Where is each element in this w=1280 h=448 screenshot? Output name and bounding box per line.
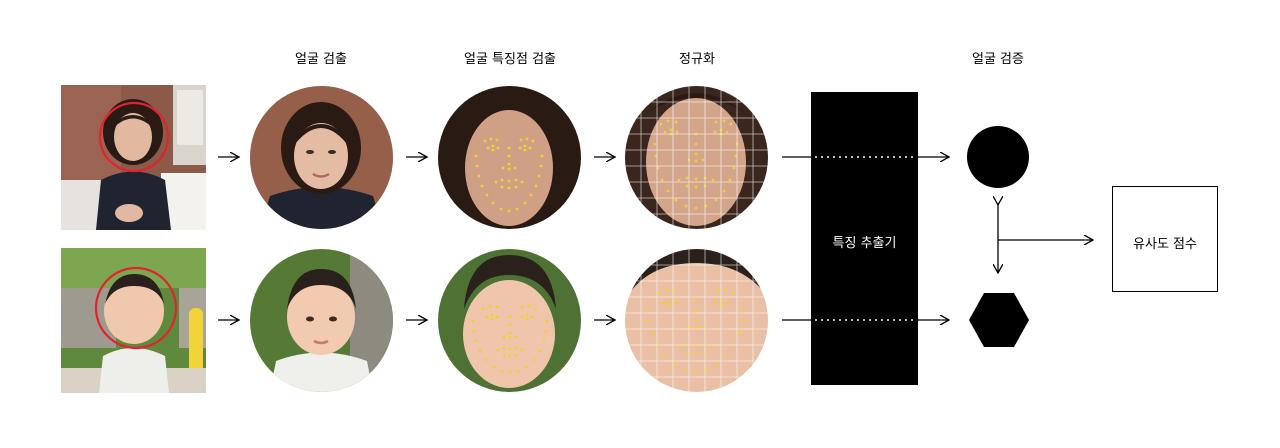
heading-normalization: 정규화	[679, 52, 715, 67]
detection-circle	[94, 266, 178, 350]
landmark-face-boy	[438, 249, 581, 392]
input-photo-boy	[61, 248, 206, 393]
input-photo-woman	[61, 85, 206, 230]
feature-extractor-block: 특징 추출기	[811, 92, 918, 385]
landmark-face-woman	[438, 86, 581, 229]
detected-face-woman	[250, 86, 393, 229]
similarity-score-box: 유사도 점수	[1112, 186, 1218, 292]
feature-extractor-label: 특징 추출기	[832, 236, 897, 251]
landmark-dots	[474, 137, 544, 213]
hexagon-embedding-icon	[969, 293, 1029, 347]
detection-circle	[98, 101, 170, 173]
heading-face-verification: 얼굴 검증	[972, 52, 1024, 67]
heading-landmark-detection: 얼굴 특징점 검출	[464, 52, 556, 67]
circle-embedding-icon	[967, 126, 1029, 188]
detected-face-boy	[250, 249, 393, 392]
heading-face-detection: 얼굴 검출	[295, 52, 347, 67]
normalized-face-woman	[625, 86, 768, 229]
landmark-dots	[471, 304, 549, 374]
similarity-score-label: 유사도 점수	[1133, 237, 1197, 252]
